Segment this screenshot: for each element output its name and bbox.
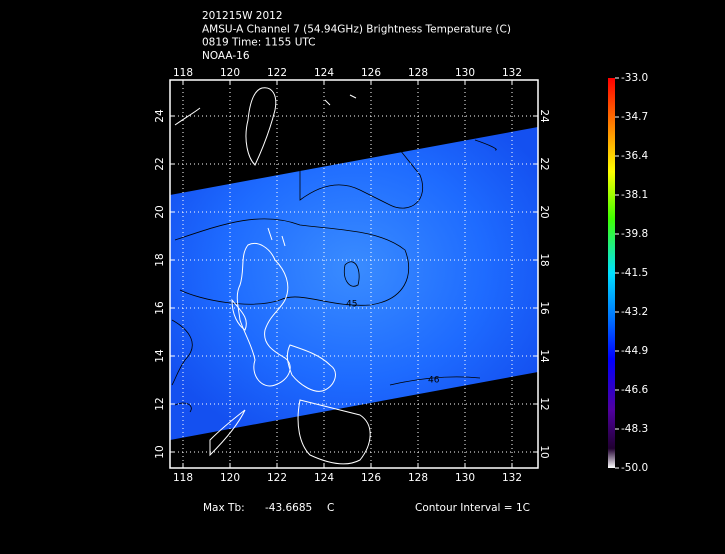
lat-tick-label: 12: [538, 397, 550, 410]
header-line: AMSU-A Channel 7 (54.94GHz) Brightness T…: [202, 23, 511, 35]
colorbar-label: -48.3: [621, 423, 648, 435]
colorbar-label: -41.5: [621, 267, 648, 279]
lon-tick-label: 132: [502, 67, 522, 79]
lat-tick-label: 20: [538, 205, 550, 218]
lat-tick-label: 22: [154, 157, 166, 170]
colorbar-label: -43.2: [621, 306, 648, 318]
lon-tick-label: 128: [408, 472, 428, 484]
lon-tick-label: 118: [173, 472, 193, 484]
colorbar-label: -38.1: [621, 189, 648, 201]
colorbar: [608, 78, 615, 468]
header-line: 201215W 2012: [202, 10, 283, 22]
lat-tick-label: 18: [538, 253, 550, 266]
lat-tick-label: 24: [154, 109, 166, 123]
lon-tick-label: 124: [314, 67, 334, 79]
colorbar-label: -36.4: [621, 150, 648, 162]
map-frame: [169, 79, 539, 469]
lon-tick-label: 126: [361, 472, 381, 484]
lat-tick-label: 24: [538, 109, 550, 123]
lon-tick-label: 124: [314, 472, 334, 484]
contour-label: 45: [346, 300, 357, 310]
lat-tick-label: 22: [538, 157, 550, 170]
lat-tick-label: 10: [154, 445, 166, 458]
max-tb-label: Max Tb:: [203, 502, 245, 514]
lat-tick-label: 18: [154, 253, 166, 266]
lat-tick-label: 16: [154, 301, 166, 315]
lat-tick-label: 10: [538, 445, 550, 458]
lat-tick-label: 14: [538, 349, 550, 363]
colorbar-label: -46.6: [621, 384, 648, 396]
max-tb-unit: C: [327, 502, 334, 514]
header-line: NOAA-16: [202, 50, 250, 62]
lon-tick-label: 120: [220, 67, 240, 79]
header-line: 0819 Time: 1155 UTC: [202, 37, 316, 49]
lon-tick-label: 128: [408, 67, 428, 79]
lon-tick-label: 120: [220, 472, 240, 484]
contour-label: 46: [428, 376, 440, 386]
lon-tick-label: 126: [361, 67, 381, 79]
colorbar-label: -44.9: [621, 345, 648, 357]
coastlines: [174, 87, 371, 465]
satellite-swath: [170, 127, 538, 440]
colorbar-label: -34.7: [621, 111, 648, 123]
lon-tick-label: 122: [267, 67, 287, 79]
colorbar-label: -39.8: [621, 228, 648, 240]
lat-tick-label: 12: [154, 397, 166, 410]
contours: [171, 139, 497, 413]
lon-tick-label: 132: [502, 472, 522, 484]
lon-tick-label: 118: [173, 67, 193, 79]
contour-interval: Contour Interval = 1C: [415, 502, 530, 514]
max-tb-value: -43.6685: [265, 502, 312, 514]
lon-tick-label: 130: [455, 67, 475, 79]
colorbar-label: -33.0: [621, 72, 648, 84]
lat-tick-label: 20: [154, 205, 166, 218]
lon-tick-label: 122: [267, 472, 287, 484]
colorbar-label: -50.0: [621, 462, 648, 474]
lat-tick-label: 14: [154, 349, 166, 363]
lon-tick-label: 130: [455, 472, 475, 484]
lat-tick-label: 16: [538, 301, 550, 315]
map-area: [170, 80, 538, 468]
